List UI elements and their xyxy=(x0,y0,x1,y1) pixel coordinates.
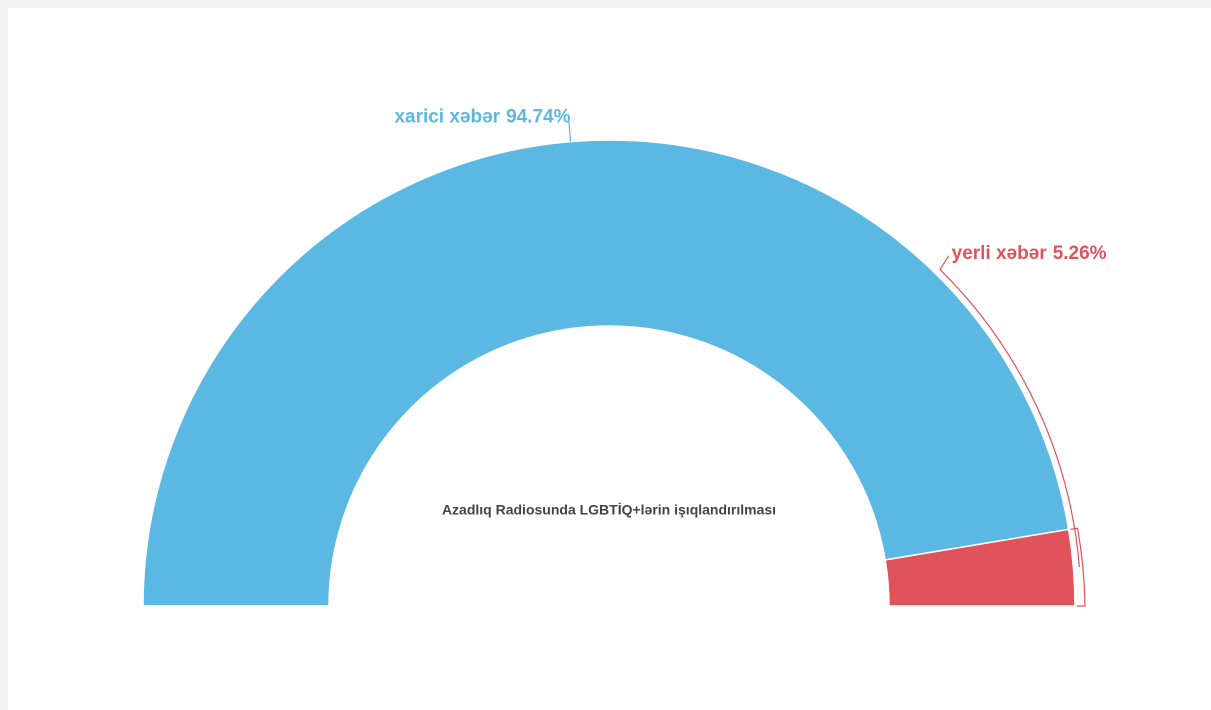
leader-line xyxy=(939,255,1086,607)
slice xyxy=(142,139,1070,607)
data-label: xarici xəbər 94.74% xyxy=(394,107,570,128)
category-label: yerli xəbər xyxy=(952,243,1048,264)
data-label: yerli xəbər 5.26% xyxy=(952,243,1107,264)
leader-line xyxy=(567,117,572,142)
value-label: 5.26% xyxy=(1053,243,1107,264)
chart-title: Azadlıq Radiosunda LGBTİQ+lərin işıqland… xyxy=(442,502,776,518)
slice xyxy=(884,528,1076,607)
value-label: 94.74% xyxy=(506,107,571,128)
category-label: xarici xəbər xyxy=(394,107,500,128)
